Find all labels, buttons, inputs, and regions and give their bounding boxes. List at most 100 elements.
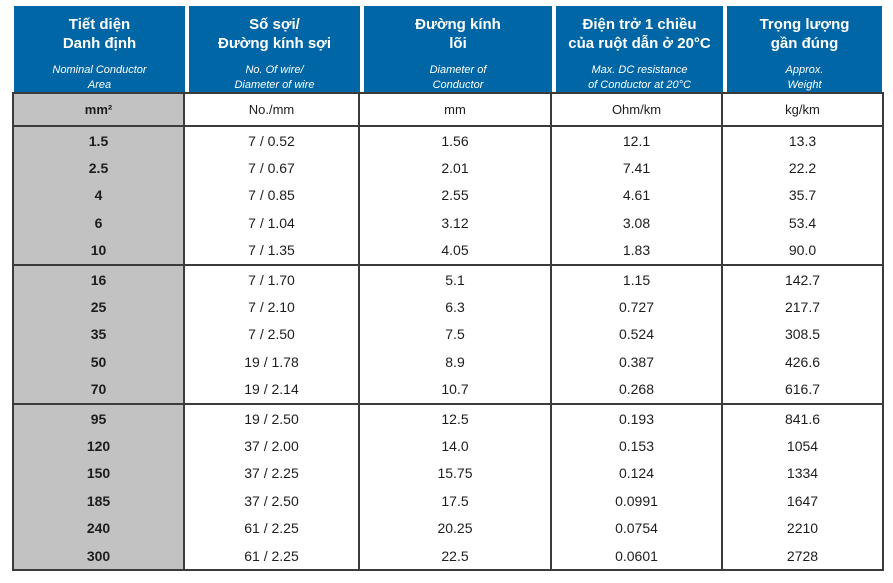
table-row: 1.5 7 / 0.52 1.56 12.1 13.3 [14,127,882,155]
conductor-spec-table: Tiết diện Danh định Nominal Conductor Ar… [12,6,884,572]
cell-nominal-area: 120 [14,432,185,460]
column-title-en: Approx. Weight [785,64,824,92]
cell-wire-count-diameter: 7 / 0.67 [185,154,360,182]
cell-weight: 426.6 [784,353,821,370]
cell-weight: 13.3 [788,132,817,149]
units-row: mm² No./mm mm Ohm/km kg/km [14,94,882,127]
cell-wire-count-diameter: 7 / 1.70 [185,265,360,294]
cell-nominal-area: 240 [14,514,185,542]
cell-weight: 1647 [786,492,819,509]
cell-dc-resistance: 3.08 [552,209,723,237]
cell-wire-count-diameter: 37 / 2.25 [185,459,360,488]
table-row: 10 7 / 1.35 4.05 1.83 90.0 [14,236,882,264]
table-row: 50 19 / 1.78 8.9 0.387 426.6 [14,348,882,376]
cell-nominal-area: 70 [14,375,185,403]
cell-weight: 1334 [786,465,819,482]
cell-dc-resistance: 1.15 [552,265,723,294]
unit-cell-wire: No./mm [185,94,360,125]
table-row: 2.5 7 / 0.67 2.01 7.41 22.2 [14,154,882,182]
column-title-en: No. Of wire/ Diameter of wire [234,64,315,92]
cell-nominal-area: 2.5 [14,154,185,182]
cell-dc-resistance: 12.1 [552,127,723,155]
table-row: 70 19 / 2.14 10.7 0.268 616.7 [14,375,882,403]
unit-cell-resistance: Ohm/km [552,94,723,125]
unit-cell-weight: kg/km [785,102,820,117]
column-title-vi: Điện trở 1 chiều của ruột dẫn ở 20°C [568,16,711,53]
cell-nominal-area: 1.5 [14,127,185,155]
column-title-en: Diameter of Conductor [429,64,487,92]
table-row: 150 37 / 2.25 15.75 0.124 1334 [14,459,882,488]
cell-wire-count-diameter: 61 / 2.25 [185,514,360,542]
column-title-vi: Tiết diện Danh định [62,16,137,53]
cell-weight: 90.0 [788,242,817,259]
column-header-wire-count: Số sợi/ Đường kính sợi No. Of wire/ Diam… [185,6,360,92]
cell-conductor-diameter: 17.5 [360,487,552,515]
cell-nominal-area: 150 [14,459,185,488]
cell-weight: 308.5 [784,326,821,343]
table-row: 120 37 / 2.00 14.0 0.153 1054 [14,432,882,460]
cell-weight: 616.7 [784,381,821,398]
cell-wire-count-diameter: 7 / 1.04 [185,209,360,237]
column-header-dc-resistance: Điện trở 1 chiều của ruột dẫn ở 20°C Max… [552,6,723,92]
cell-weight: 1054 [786,437,819,454]
cell-dc-resistance: 1.83 [552,236,723,264]
cell-wire-count-diameter: 19 / 2.14 [185,375,360,403]
cell-weight: 142.7 [784,271,821,288]
cell-weight: 217.7 [784,299,821,316]
cell-dc-resistance: 0.387 [552,348,723,376]
cell-weight: 35.7 [788,187,817,204]
cell-dc-resistance: 4.61 [552,181,723,210]
cell-wire-count-diameter: 7 / 0.85 [185,181,360,210]
table-row: 300 61 / 2.25 22.5 0.0601 2728 [14,541,882,570]
cell-dc-resistance: 0.0991 [552,487,723,515]
cell-conductor-diameter: 1.56 [360,127,552,155]
column-header-weight: Trọng lượng gần đúng Approx. Weight [723,6,882,92]
table-header: Tiết diện Danh định Nominal Conductor Ar… [12,6,884,92]
cell-wire-count-diameter: 7 / 2.10 [185,293,360,321]
cell-conductor-diameter: 20.25 [360,514,552,542]
cell-conductor-diameter: 5.1 [360,265,552,294]
cell-nominal-area: 185 [14,487,185,515]
cell-nominal-area: 4 [14,181,185,210]
cell-conductor-diameter: 2.01 [360,154,552,182]
table-row: 185 37 / 2.50 17.5 0.0991 1647 [14,487,882,515]
cell-nominal-area: 35 [14,320,185,349]
column-title-en: Nominal Conductor Area [52,64,147,92]
cell-dc-resistance: 0.193 [552,404,723,433]
column-title-en: Max. DC resistance of Conductor at 20°C [588,64,691,92]
cell-weight: 53.4 [788,214,817,231]
cell-weight: 22.2 [788,160,817,177]
cell-dc-resistance: 0.524 [552,320,723,349]
table-row: 16 7 / 1.70 5.1 1.15 142.7 [14,265,882,294]
table-row: 240 61 / 2.25 20.25 0.0754 2210 [14,514,882,542]
cell-nominal-area: 16 [14,265,185,294]
cell-wire-count-diameter: 7 / 2.50 [185,320,360,349]
cell-dc-resistance: 0.153 [552,432,723,460]
cell-conductor-diameter: 22.5 [360,541,552,570]
cell-conductor-diameter: 7.5 [360,320,552,349]
cell-nominal-area: 25 [14,293,185,321]
cell-dc-resistance: 0.0754 [552,514,723,542]
column-title-vi: Trọng lượng gần đúng [759,16,850,53]
cell-conductor-diameter: 6.3 [360,293,552,321]
cell-dc-resistance: 0.268 [552,375,723,403]
cell-dc-resistance: 0.0601 [552,541,723,570]
cell-dc-resistance: 0.727 [552,293,723,321]
cell-conductor-diameter: 10.7 [360,375,552,403]
cell-wire-count-diameter: 37 / 2.50 [185,487,360,515]
row-group-2: 16 7 / 1.70 5.1 1.15 142.7 25 7 / 2.10 6.3 0.72… [14,263,882,403]
cell-wire-count-diameter: 61 / 2.25 [185,541,360,570]
cell-nominal-area: 10 [14,236,185,264]
cell-wire-count-diameter: 7 / 1.35 [185,236,360,264]
unit-cell-area: mm² [14,94,185,125]
row-group-3: 95 19 / 2.50 12.5 0.193 841.6 120 37 / 2.00 14… [14,402,882,570]
unit-cell-diameter: mm [360,94,552,125]
cell-wire-count-diameter: 37 / 2.00 [185,432,360,460]
cell-wire-count-diameter: 7 / 0.52 [185,127,360,155]
column-title-vi: Đường kính lõi [415,16,501,53]
cell-conductor-diameter: 12.5 [360,404,552,433]
column-title-vi: Số sợi/ Đường kính sợi [217,16,332,53]
